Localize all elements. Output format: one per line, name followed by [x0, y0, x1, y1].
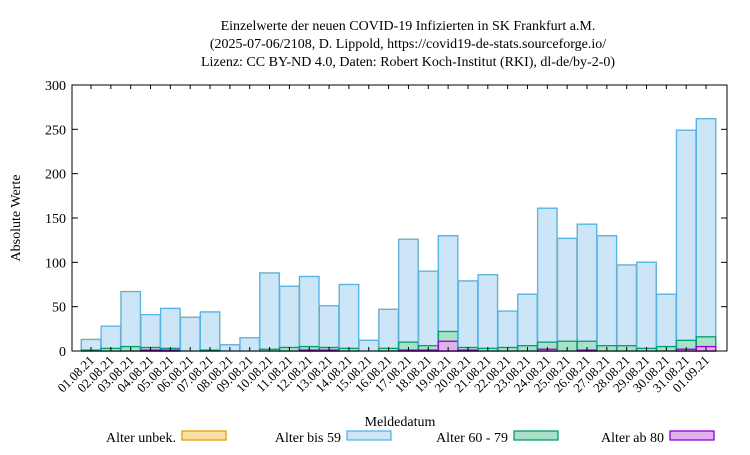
bar-alter-bis-59 [298, 275, 320, 352]
legend-swatch [513, 430, 559, 441]
bars [80, 118, 717, 352]
bar-alter-bis-59 [417, 270, 439, 352]
legend-swatch [181, 430, 227, 441]
bar-alter-bis-59 [517, 293, 538, 352]
bar-alter-bis-59 [378, 308, 399, 352]
bar-alter-bis-59 [318, 305, 340, 352]
bar-alter-bis-59 [477, 274, 499, 352]
bar-alter-bis-59 [120, 290, 142, 352]
bar-alter-bis-59 [576, 223, 598, 352]
bar-alter-bis-59 [259, 272, 280, 352]
legend-swatch [346, 430, 392, 441]
bar-alter-bis-59 [160, 307, 181, 352]
bar-alter-bis-59 [536, 207, 558, 352]
bar-alter-bis-59 [338, 283, 360, 352]
chart-title-line-2: (2025-07-06/2108, D. Lippold, https://co… [210, 37, 606, 52]
legend-swatch [669, 430, 715, 441]
bar-alter-bis-59 [616, 264, 638, 352]
legend-label: Alter bis 59 [275, 431, 341, 446]
bar-alter-bis-59 [596, 235, 618, 352]
legend-label: Alter unbek. [106, 431, 176, 446]
chart-title-line-1: Einzelwerte der neuen COVID-19 Infiziert… [221, 19, 596, 34]
bar-alter-bis-59 [497, 310, 518, 352]
legend: Alter unbek. Alter bis 59 Alter 60 - 79 Alt… [106, 430, 715, 446]
bar-alter-bis-59 [675, 129, 697, 352]
bar-alter-bis-59 [179, 316, 201, 352]
bar-alter-bis-59 [140, 313, 161, 352]
bar-alter-bis-59 [457, 280, 479, 352]
bar-alter-bis-59 [656, 293, 677, 352]
y-tick-label: 100 [45, 256, 66, 271]
y-tick-label: 200 [45, 168, 66, 183]
bar-alter-bis-59 [695, 118, 717, 352]
bar-alter-bis-59 [398, 238, 419, 352]
bar-alter-bis-59 [556, 237, 578, 352]
bar-alter-bis-59 [636, 261, 657, 352]
bar-alter-bis-59 [199, 311, 221, 352]
y-tick-label: 150 [45, 212, 66, 227]
x-axis-label: Meldedatum [365, 415, 436, 430]
bar-alter-bis-59 [279, 285, 300, 352]
legend-label: Alter 60 - 79 [436, 431, 508, 446]
y-tick-label: 50 [52, 301, 66, 316]
chart-title-line-3: Lizenz: CC BY-ND 4.0, Daten: Robert Koch… [201, 55, 615, 70]
y-tick-label: 250 [45, 123, 66, 138]
y-tick-label: 300 [45, 79, 66, 94]
y-tick-label: 0 [59, 345, 66, 360]
legend-label: Alter ab 80 [601, 431, 664, 446]
y-axis-label: Absolute Werte [9, 175, 24, 262]
